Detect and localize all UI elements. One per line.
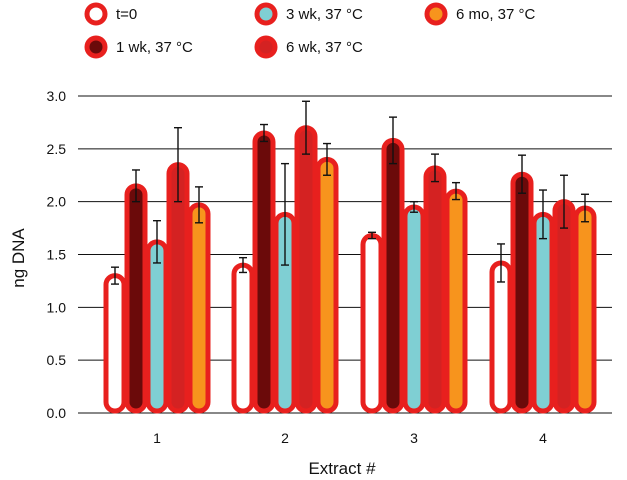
legend: t=0 1 wk, 37 °C 3 wk, 37 °C 6 wk, 37 °C 6 mo… <box>84 2 536 59</box>
legend-label: 6 mo, 37 °C <box>456 6 536 23</box>
error-bar <box>195 186 203 224</box>
error-bar <box>239 256 247 274</box>
bar <box>294 125 318 414</box>
x-tick-label: 4 <box>539 430 547 446</box>
legend-item: 1 wk, 37 °C <box>84 35 193 59</box>
y-tick-labels: 0.0 0.5 1.0 1.5 2.0 2.5 3.0 <box>47 88 67 421</box>
error-bar <box>539 189 547 240</box>
legend-swatch <box>254 2 278 26</box>
legend-item: 6 mo, 37 °C <box>424 2 536 26</box>
legend-label: 1 wk, 37 °C <box>116 39 193 56</box>
bar <box>145 239 169 414</box>
x-axis-title: Extract # <box>308 459 376 478</box>
y-axis-title: ng DNA <box>9 228 28 288</box>
legend-swatch <box>254 35 278 59</box>
error-bar <box>111 266 119 285</box>
bar <box>124 183 148 414</box>
y-tick-label: 0.0 <box>47 405 67 421</box>
error-bar <box>174 126 182 203</box>
legend-item: 6 wk, 37 °C <box>254 35 363 59</box>
bar <box>573 205 597 414</box>
bar <box>381 137 405 414</box>
error-bar <box>452 181 460 201</box>
bar <box>231 262 255 414</box>
error-bars <box>111 100 589 285</box>
legend-item: 3 wk, 37 °C <box>254 2 363 26</box>
error-bar <box>132 169 140 203</box>
error-bar <box>323 142 331 176</box>
legend-label: 3 wk, 37 °C <box>286 6 363 23</box>
bar <box>531 211 555 414</box>
error-bar <box>560 174 568 229</box>
legend-label: 6 wk, 37 °C <box>286 39 363 56</box>
error-bar <box>260 123 268 143</box>
legend-label: t=0 <box>116 6 137 23</box>
bar <box>489 260 513 414</box>
legend-swatch <box>424 2 448 26</box>
bar <box>552 199 576 414</box>
bar <box>315 156 339 414</box>
bar <box>510 171 534 414</box>
bar <box>423 165 447 414</box>
error-bar <box>518 154 526 194</box>
bar <box>402 204 426 414</box>
bar <box>252 130 276 414</box>
error-bar <box>389 116 397 165</box>
bar-group-3 <box>360 137 468 414</box>
error-bar <box>410 200 418 213</box>
error-bar <box>497 243 505 283</box>
error-bar <box>153 219 161 264</box>
y-tick-label: 1.0 <box>47 299 67 315</box>
error-bar <box>581 193 589 223</box>
x-tick-label: 2 <box>281 430 289 446</box>
x-tick-labels: 1 2 3 4 <box>153 430 547 446</box>
x-tick-label: 1 <box>153 430 161 446</box>
bar-groups <box>103 125 597 414</box>
legend-item: t=0 <box>84 2 137 26</box>
y-tick-label: 0.5 <box>47 352 67 368</box>
error-bar <box>281 162 289 266</box>
bar <box>360 232 384 414</box>
bar <box>187 202 211 414</box>
error-bar <box>368 231 376 240</box>
error-bar <box>431 153 439 183</box>
legend-swatch <box>84 35 108 59</box>
y-tick-label: 2.5 <box>47 141 67 157</box>
y-tick-label: 2.0 <box>47 194 67 210</box>
bar <box>103 273 127 414</box>
x-tick-label: 3 <box>410 430 418 446</box>
bar <box>444 188 468 414</box>
legend-swatch <box>84 2 108 26</box>
y-tick-label: 1.5 <box>47 247 67 263</box>
error-bar <box>302 100 310 155</box>
y-tick-label: 3.0 <box>47 88 67 104</box>
bar-group-4 <box>489 171 597 414</box>
